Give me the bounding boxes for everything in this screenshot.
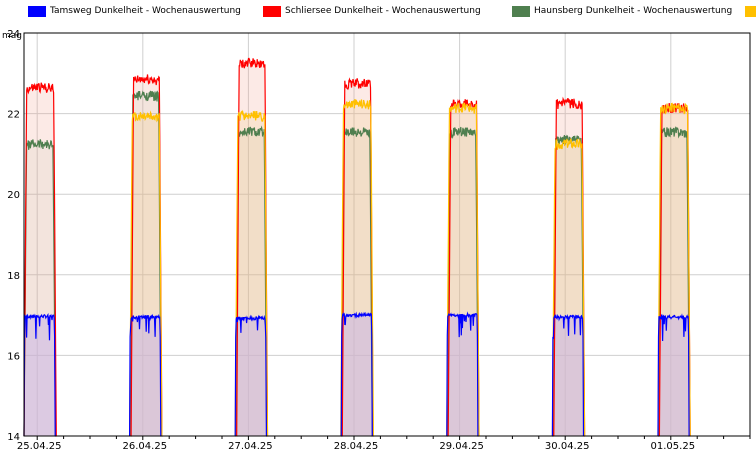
line-3-night-3 [446, 101, 480, 437]
line-3-night-1 [234, 109, 269, 437]
legend-label-haunsberg: Haunsberg Dunkelheit - Wochenauswertung [534, 6, 733, 16]
line-1-night-3 [341, 77, 374, 437]
area-0-night-0 [24, 314, 56, 436]
line-1-night-1 [130, 74, 163, 437]
line-1-night-5 [553, 96, 586, 437]
y-tick-label: 18 [7, 271, 20, 282]
legend: Tamsweg Dunkelheit - Wochenauswertung Sc… [0, 0, 756, 20]
legend-label-schliersee: Schliersee Dunkelheit - Wochenauswertung [285, 6, 481, 16]
x-tick-label: 01.05.25 [651, 441, 696, 452]
legend-swatch-haunsberg [512, 5, 530, 17]
x-tick-label: 28.04.25 [334, 441, 379, 452]
line-2-night-0 [23, 139, 57, 437]
line-3-night-2 [340, 99, 374, 437]
line-1-night-2 [236, 57, 269, 437]
line-0-night-3 [340, 311, 373, 437]
line-2-night-2 [235, 125, 268, 437]
line-0-night-4 [446, 311, 479, 437]
line-0-night-1 [129, 313, 162, 437]
x-tick-label: 30.04.25 [545, 441, 590, 452]
line-3-night-5 [657, 102, 691, 437]
y-axis: 14 16 18 20 22 24 [7, 29, 20, 443]
line-0-night-6 [657, 313, 690, 437]
legend-item-schliersee: Schliersee Dunkelheit - Wochenauswertung [263, 5, 481, 17]
legend-item-tamsweg: Tamsweg Dunkelheit - Wochenauswertung [28, 5, 241, 17]
plot-frame [23, 32, 751, 437]
y-tick-label: 22 [7, 110, 20, 121]
x-tick-label: 27.04.25 [228, 441, 273, 452]
area-0-night-6 [657, 315, 690, 436]
legend-label-tamsweg: Tamsweg Dunkelheit - Wochenauswertung [50, 6, 241, 16]
line-2-night-5 [552, 134, 585, 437]
legend-swatch-tamsweg [28, 5, 46, 17]
y-axis-label: mag [2, 31, 22, 41]
y-tick-label: 20 [7, 190, 20, 201]
line-0-night-5 [551, 313, 585, 437]
line-1-night-0 [23, 82, 57, 437]
legend-item-fourth [745, 5, 756, 17]
x-tick-label: 25.04.25 [17, 441, 62, 452]
area-0-night-3 [341, 313, 373, 436]
legend-swatch-schliersee [263, 5, 281, 17]
area-0-night-1 [129, 315, 161, 436]
line-0-night-0 [23, 313, 56, 437]
x-tick-label: 29.04.25 [439, 441, 484, 452]
x-tick-label: 26.04.25 [123, 441, 168, 452]
line-0-night-2 [234, 314, 268, 437]
legend-swatch-fourth [745, 5, 756, 17]
legend-item-haunsberg: Haunsberg Dunkelheit - Wochenauswertung [512, 5, 732, 17]
area-0-night-4 [446, 313, 478, 436]
y-tick-label: 16 [7, 351, 20, 362]
area-0-night-2 [235, 316, 267, 436]
line-2-night-4 [446, 126, 479, 437]
area-0-night-5 [552, 315, 584, 436]
line-2-night-1 [129, 90, 162, 437]
series-areas [24, 58, 691, 437]
y-tick-label: 24 [7, 29, 20, 40]
series-lines [23, 57, 691, 437]
y-tick-label: 14 [7, 432, 20, 443]
line-3-night-0 [129, 110, 163, 437]
line-2-night-6 [658, 126, 691, 437]
line-3-night-4 [551, 137, 586, 437]
line-2-night-3 [340, 127, 373, 437]
x-axis: 25.04.25 26.04.25 27.04.25 28.04.25 29.04.25… [17, 436, 751, 452]
